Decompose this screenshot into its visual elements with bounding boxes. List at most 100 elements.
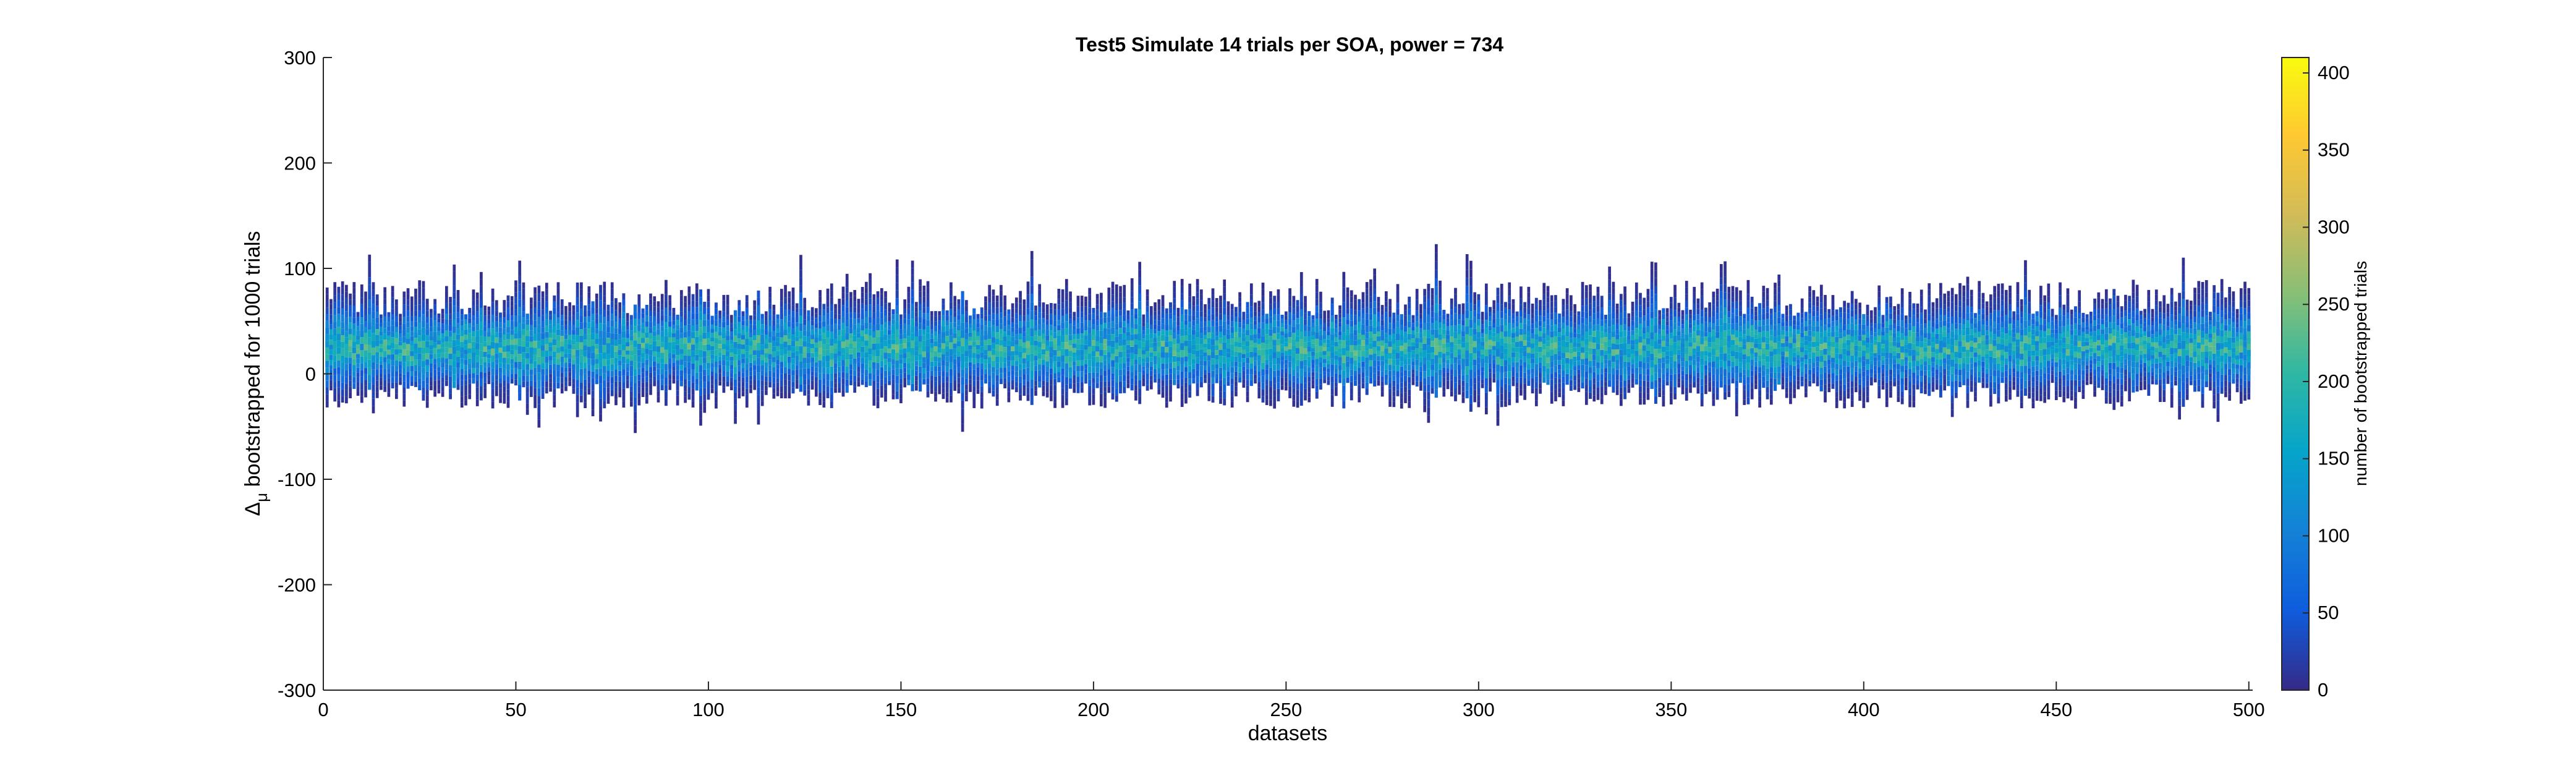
density-cell — [1242, 383, 1246, 388]
density-cell — [337, 380, 341, 388]
density-cell — [1099, 299, 1103, 305]
density-cell — [1123, 315, 1126, 322]
density-cell — [1230, 396, 1234, 402]
density-cell — [1326, 339, 1330, 344]
density-cell — [1188, 347, 1192, 354]
density-cell — [1284, 328, 1288, 334]
density-cell — [540, 351, 545, 357]
dataset-column — [899, 314, 903, 404]
density-cell — [810, 380, 814, 385]
density-cell — [1269, 291, 1272, 298]
density-cell — [475, 343, 480, 349]
density-cell — [907, 303, 911, 309]
density-cell — [691, 319, 695, 326]
density-cell — [610, 345, 614, 352]
dataset-column — [336, 286, 341, 408]
density-cell — [691, 376, 695, 383]
density-cell — [595, 298, 598, 304]
density-cell — [467, 333, 472, 339]
density-cell — [598, 307, 603, 315]
dataset-column — [699, 289, 703, 426]
density-cell — [1146, 340, 1150, 346]
density-cell — [765, 311, 768, 316]
density-cell — [503, 398, 506, 404]
dataset-column — [799, 255, 803, 392]
density-cell — [552, 345, 556, 352]
density-cell — [345, 284, 348, 292]
density-cell — [1238, 357, 1242, 363]
dataset-column — [402, 291, 406, 407]
density-cell — [1215, 307, 1218, 312]
density-cell — [367, 375, 372, 383]
density-cell — [1249, 329, 1254, 335]
density-cell — [780, 307, 783, 314]
dataset-column — [595, 293, 599, 385]
density-cell — [495, 380, 498, 386]
density-cell — [1130, 378, 1134, 385]
density-cell — [737, 343, 741, 349]
density-cell — [1134, 390, 1137, 396]
density-cell — [425, 329, 430, 335]
density-cell — [626, 313, 629, 317]
density-cell — [325, 347, 329, 354]
dataset-column — [1284, 311, 1288, 391]
density-cell — [579, 315, 584, 323]
density-cell — [749, 337, 753, 341]
density-cell — [937, 330, 942, 335]
dataset-column — [949, 282, 953, 403]
density-cell — [791, 340, 796, 347]
density-cell — [810, 307, 814, 312]
density-cell — [1234, 307, 1238, 312]
density-cell — [1223, 398, 1226, 406]
density-cell — [841, 311, 845, 317]
density-cell — [1107, 346, 1111, 352]
density-cell — [352, 359, 356, 365]
density-cell — [807, 374, 810, 380]
density-cell — [1084, 311, 1087, 316]
density-cell — [903, 309, 907, 314]
density-cell — [826, 337, 830, 344]
density-cell — [764, 325, 768, 330]
density-cell — [1180, 293, 1184, 301]
density-cell — [541, 297, 545, 304]
density-cell — [1092, 372, 1095, 378]
density-cell — [872, 337, 876, 344]
density-cell — [1049, 319, 1053, 325]
density-cell — [968, 323, 972, 328]
density-cell — [587, 346, 591, 352]
density-cell — [603, 401, 606, 409]
density-cell — [464, 349, 468, 355]
density-cell — [1218, 314, 1223, 320]
density-cell — [984, 335, 988, 340]
density-cell — [676, 314, 679, 320]
dataset-column — [1226, 301, 1231, 386]
density-cell — [814, 313, 818, 318]
density-cell — [1192, 374, 1196, 379]
density-cell — [1323, 371, 1327, 375]
density-cell — [799, 308, 803, 316]
density-cell — [1330, 334, 1335, 340]
density-cell — [1080, 322, 1084, 328]
density-cell — [980, 363, 984, 370]
density-cell — [552, 339, 556, 346]
density-cell — [456, 362, 460, 368]
density-cell — [521, 340, 526, 347]
density-cell — [695, 336, 699, 343]
density-cell — [1330, 340, 1335, 346]
density-cell — [472, 367, 475, 374]
density-cell — [903, 304, 907, 309]
dataset-column — [1103, 312, 1107, 408]
dataset-column — [887, 302, 891, 385]
density-cell — [818, 385, 822, 393]
density-cell — [1068, 372, 1073, 378]
density-cell — [626, 350, 630, 355]
density-cell — [329, 319, 333, 325]
density-cell — [1126, 315, 1130, 319]
density-cell — [664, 391, 668, 399]
density-cell — [961, 393, 964, 401]
density-cell — [1003, 383, 1007, 388]
density-cell — [1334, 355, 1338, 360]
density-cell — [553, 370, 556, 377]
density-cell — [1142, 318, 1146, 323]
